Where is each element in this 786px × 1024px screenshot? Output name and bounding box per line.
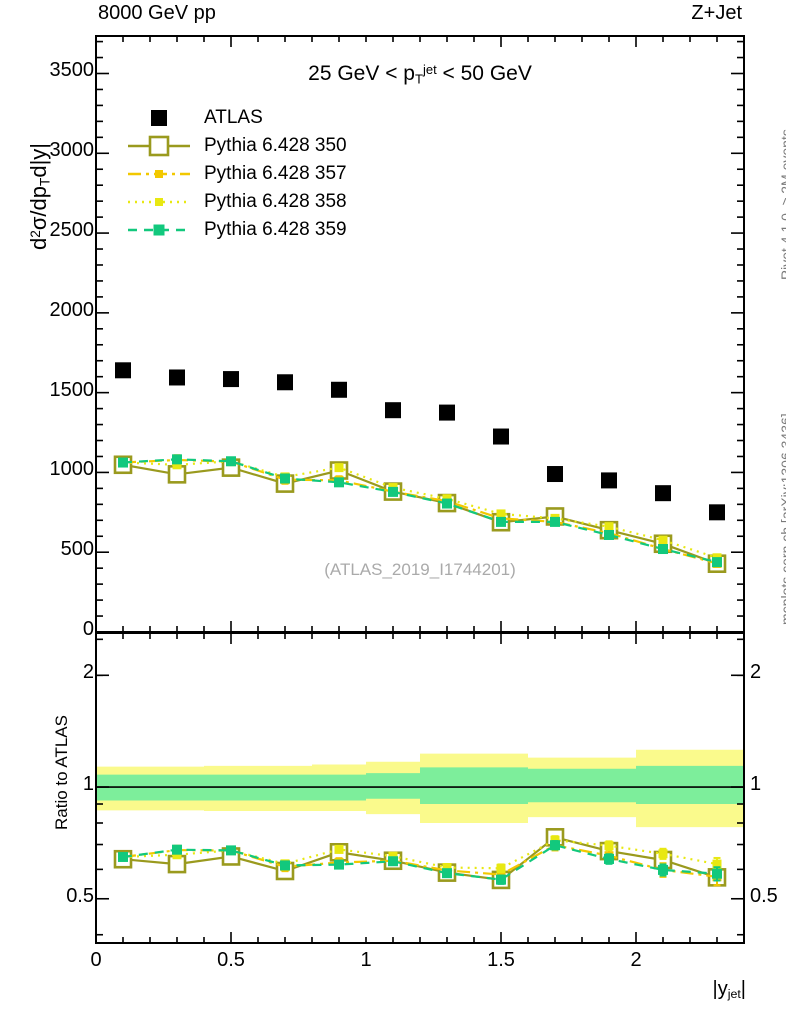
marker-filled-square bbox=[118, 851, 128, 862]
marker-filled-square bbox=[226, 845, 236, 856]
marker-small-square bbox=[334, 844, 344, 854]
main-ytick-label: 2500 bbox=[49, 219, 95, 242]
x-tick-label: 1 bbox=[360, 949, 372, 971]
marker-filled-square bbox=[493, 428, 509, 445]
analysis-watermark: (ATLAS_2019_I1744201) bbox=[324, 560, 516, 579]
main-ytick-label: 3500 bbox=[49, 59, 95, 82]
marker-filled-square bbox=[712, 557, 722, 568]
marker-filled-square bbox=[496, 874, 506, 885]
series-line-pythia-6-428-357-main bbox=[122, 458, 718, 565]
legend: ATLAS Pythia 6.428 350 Pythia 6.428 357 Pyt… bbox=[128, 104, 347, 244]
main-ytick-label: 1500 bbox=[49, 378, 95, 401]
series-line-pythia-6-428-350-main bbox=[122, 463, 718, 565]
x-tick-label: 2 bbox=[630, 949, 642, 971]
legend-marker-small-square bbox=[155, 170, 163, 178]
marker-filled-square bbox=[658, 544, 668, 555]
legend-label: Pythia 6.428 358 bbox=[204, 191, 347, 212]
legend-label: Pythia 6.428 350 bbox=[204, 135, 347, 156]
legend-label: Pythia 6.428 359 bbox=[204, 219, 347, 240]
marker-filled-square bbox=[601, 472, 617, 489]
ratio-band-inner bbox=[96, 765, 744, 805]
legend-marker-open-square bbox=[148, 135, 170, 157]
marker-filled-square bbox=[547, 466, 563, 483]
series-line-pythia-6-428-359-ratio bbox=[122, 844, 718, 881]
marker-filled-square bbox=[223, 371, 239, 388]
series-line-pythia-6-428-350-ratio bbox=[122, 836, 718, 882]
legend-key-dashed bbox=[128, 219, 190, 241]
marker-filled-square bbox=[712, 868, 722, 879]
x-tick-label: 1.5 bbox=[487, 949, 515, 971]
ratio-ytick-label-right: 1 bbox=[750, 773, 762, 796]
marker-filled-square bbox=[118, 457, 128, 468]
series-line-pythia-6-428-358-main bbox=[122, 460, 718, 559]
marker-filled-square bbox=[442, 498, 452, 509]
main-panel-title: 25 GeV < pTjet < 50 GeV bbox=[308, 62, 532, 87]
marker-filled-square bbox=[334, 477, 344, 488]
marker-filled-square bbox=[280, 860, 290, 871]
legend-label: Pythia 6.428 357 bbox=[204, 163, 347, 184]
marker-filled-square bbox=[331, 381, 347, 398]
ratio-ytick-label-right: 0.5 bbox=[750, 884, 778, 907]
marker-small-square bbox=[658, 849, 668, 859]
marker-small-square bbox=[604, 522, 614, 532]
legend-item[interactable]: Pythia 6.428 358 bbox=[128, 188, 347, 216]
legend-marker-small-square bbox=[155, 198, 163, 206]
header-left-beam-label: 8000 GeV pp bbox=[98, 2, 216, 24]
marker-small-square bbox=[658, 535, 668, 545]
legend-item[interactable]: ATLAS bbox=[128, 104, 347, 132]
marker-filled-square bbox=[655, 485, 671, 502]
legend-item[interactable]: Pythia 6.428 359 bbox=[128, 216, 347, 244]
marker-filled-square bbox=[385, 402, 401, 419]
main-ytick-label: 2000 bbox=[49, 298, 95, 321]
marker-small-square bbox=[496, 863, 506, 873]
marker-filled-square bbox=[172, 454, 182, 465]
series-line-pythia-6-428-359-main bbox=[122, 458, 718, 564]
marker-filled-square bbox=[604, 529, 614, 540]
x-axis-label: |yjet| bbox=[712, 978, 747, 1002]
legend-key-marker-only bbox=[128, 107, 190, 129]
legend-label: ATLAS bbox=[204, 107, 263, 128]
main-ytick-label: 3000 bbox=[49, 139, 95, 162]
marker-filled-square bbox=[496, 516, 506, 527]
marker-small-square bbox=[604, 841, 614, 851]
legend-item[interactable]: Pythia 6.428 357 bbox=[128, 160, 347, 188]
marker-filled-square bbox=[550, 516, 560, 527]
marker-small-square bbox=[334, 463, 344, 473]
marker-filled-square bbox=[172, 844, 182, 855]
legend-key-dotted bbox=[128, 191, 190, 213]
marker-filled-square bbox=[334, 859, 344, 870]
legend-key-dashdot bbox=[128, 163, 190, 185]
marker-filled-square bbox=[550, 840, 560, 851]
marker-filled-square bbox=[277, 374, 293, 391]
ratio-ytick-label-right: 2 bbox=[750, 661, 762, 684]
header-right-process-label: Z+Jet bbox=[691, 2, 742, 24]
main-ytick-label: 0 bbox=[82, 618, 94, 640]
marker-filled-square bbox=[709, 504, 725, 521]
ratio-ytick-label: 0.5 bbox=[66, 884, 94, 907]
marker-filled-square bbox=[280, 473, 290, 484]
marker-filled-square bbox=[604, 853, 614, 864]
marker-small-square bbox=[496, 509, 506, 519]
marker-filled-square bbox=[388, 486, 398, 497]
marker-filled-square bbox=[439, 404, 455, 421]
main-panel-frame bbox=[95, 35, 745, 633]
legend-marker-filled-square bbox=[151, 110, 167, 126]
legend-key-solid bbox=[128, 135, 190, 157]
marker-filled-square bbox=[169, 369, 185, 386]
ratio-ytick-label: 1 bbox=[82, 773, 94, 796]
x-tick-label: 0.5 bbox=[217, 949, 245, 971]
legend-marker-filled-square bbox=[153, 224, 165, 236]
legend-item[interactable]: Pythia 6.428 350 bbox=[128, 132, 347, 160]
marker-filled-square bbox=[226, 456, 236, 467]
x-tick-label: 0 bbox=[90, 949, 102, 971]
main-ytick-label: 1000 bbox=[49, 458, 95, 481]
marker-filled-square bbox=[442, 868, 452, 879]
ratio-ytick-label: 2 bbox=[82, 661, 94, 684]
marker-filled-square bbox=[658, 864, 668, 875]
marker-filled-square bbox=[115, 362, 131, 379]
main-ytick-label: 500 bbox=[60, 538, 94, 561]
marker-filled-square bbox=[388, 856, 398, 867]
